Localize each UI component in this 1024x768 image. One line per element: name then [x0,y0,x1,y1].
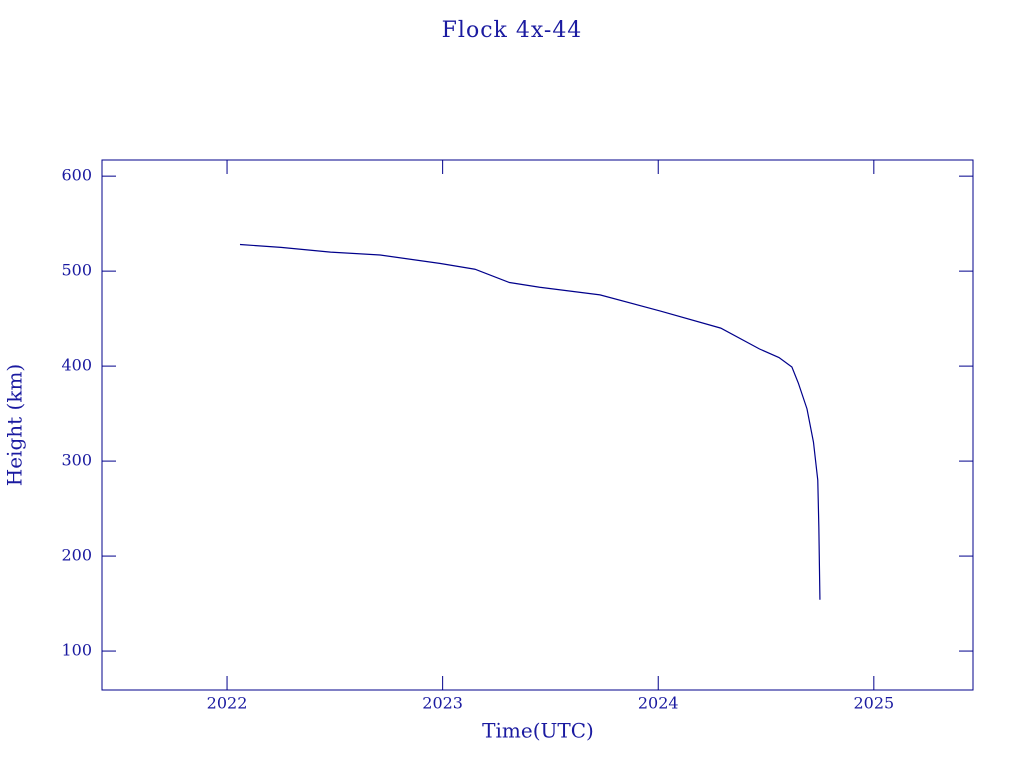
x-tick-label: 2025 [853,694,894,713]
chart-title: Flock 4x-44 [442,18,583,43]
y-tick-label: 200 [61,546,92,565]
x-tick-label: 2024 [638,694,679,713]
y-tick-label: 400 [61,356,92,375]
plot-frame [101,159,974,691]
x-tick-label: 2022 [207,694,248,713]
y-tick-label: 300 [61,451,92,470]
data-line [239,243,821,600]
x-tick-label: 2023 [422,694,463,713]
y-tick-label: 100 [61,641,92,660]
y-axis-label: Height (km) [3,364,27,486]
y-tick-label: 600 [61,166,92,185]
x-axis-label: Time(UTC) [482,719,594,743]
y-tick-label: 500 [61,261,92,280]
